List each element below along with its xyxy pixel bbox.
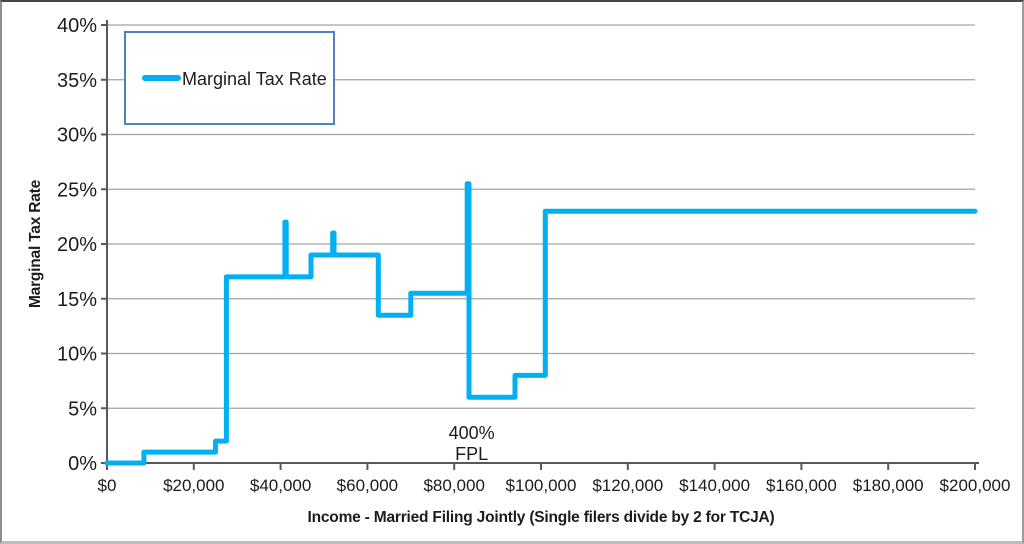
y-tick-label: 10% xyxy=(57,344,97,366)
x-tick-label: $180,000 xyxy=(853,476,924,495)
y-tick-label: 5% xyxy=(68,398,97,420)
x-tick-label: $100,000 xyxy=(506,476,577,495)
y-tick-label: 0% xyxy=(68,453,97,475)
series-marginal-tax-rate xyxy=(104,181,978,466)
legend: Marginal Tax Rate xyxy=(124,31,335,125)
y-tick-label: 25% xyxy=(57,179,97,201)
x-tick-label: $40,000 xyxy=(250,476,311,495)
x-tick-label: $160,000 xyxy=(766,476,837,495)
y-tick-label: 40% xyxy=(57,15,97,37)
axes xyxy=(101,20,979,470)
x-tick-label: $120,000 xyxy=(592,476,663,495)
y-tick-label: 30% xyxy=(57,125,97,147)
x-tick-label: $80,000 xyxy=(423,476,484,495)
annotation-400-fpl: 400% FPL xyxy=(449,423,495,464)
x-axis-title: Income - Married Filing Jointly (Single … xyxy=(308,509,775,526)
x-tick-label: $60,000 xyxy=(337,476,398,495)
y-tick-label: 20% xyxy=(57,234,97,256)
x-tick-label: $200,000 xyxy=(940,476,1011,495)
x-tick-label: $0 xyxy=(98,476,117,495)
x-axis-tick-labels: $0 $20,000 $40,000 $60,000 $80,000 $100,000 $1… xyxy=(98,476,1011,495)
annotation-400-line: 400% xyxy=(449,423,495,443)
x-tick-label: $20,000 xyxy=(163,476,224,495)
y-tick-label: 35% xyxy=(57,70,97,92)
y-tick-label: 15% xyxy=(57,289,97,311)
y-axis-title: Marginal Tax Rate xyxy=(27,179,44,308)
y-axis-tick-labels: 0% 5% 10% 15% 20% 25% 30% 35% 40% xyxy=(57,15,97,475)
legend-label: Marginal Tax Rate xyxy=(182,69,327,89)
annotation-fpl-line: FPL xyxy=(455,444,488,464)
x-tick-label: $140,000 xyxy=(679,476,750,495)
